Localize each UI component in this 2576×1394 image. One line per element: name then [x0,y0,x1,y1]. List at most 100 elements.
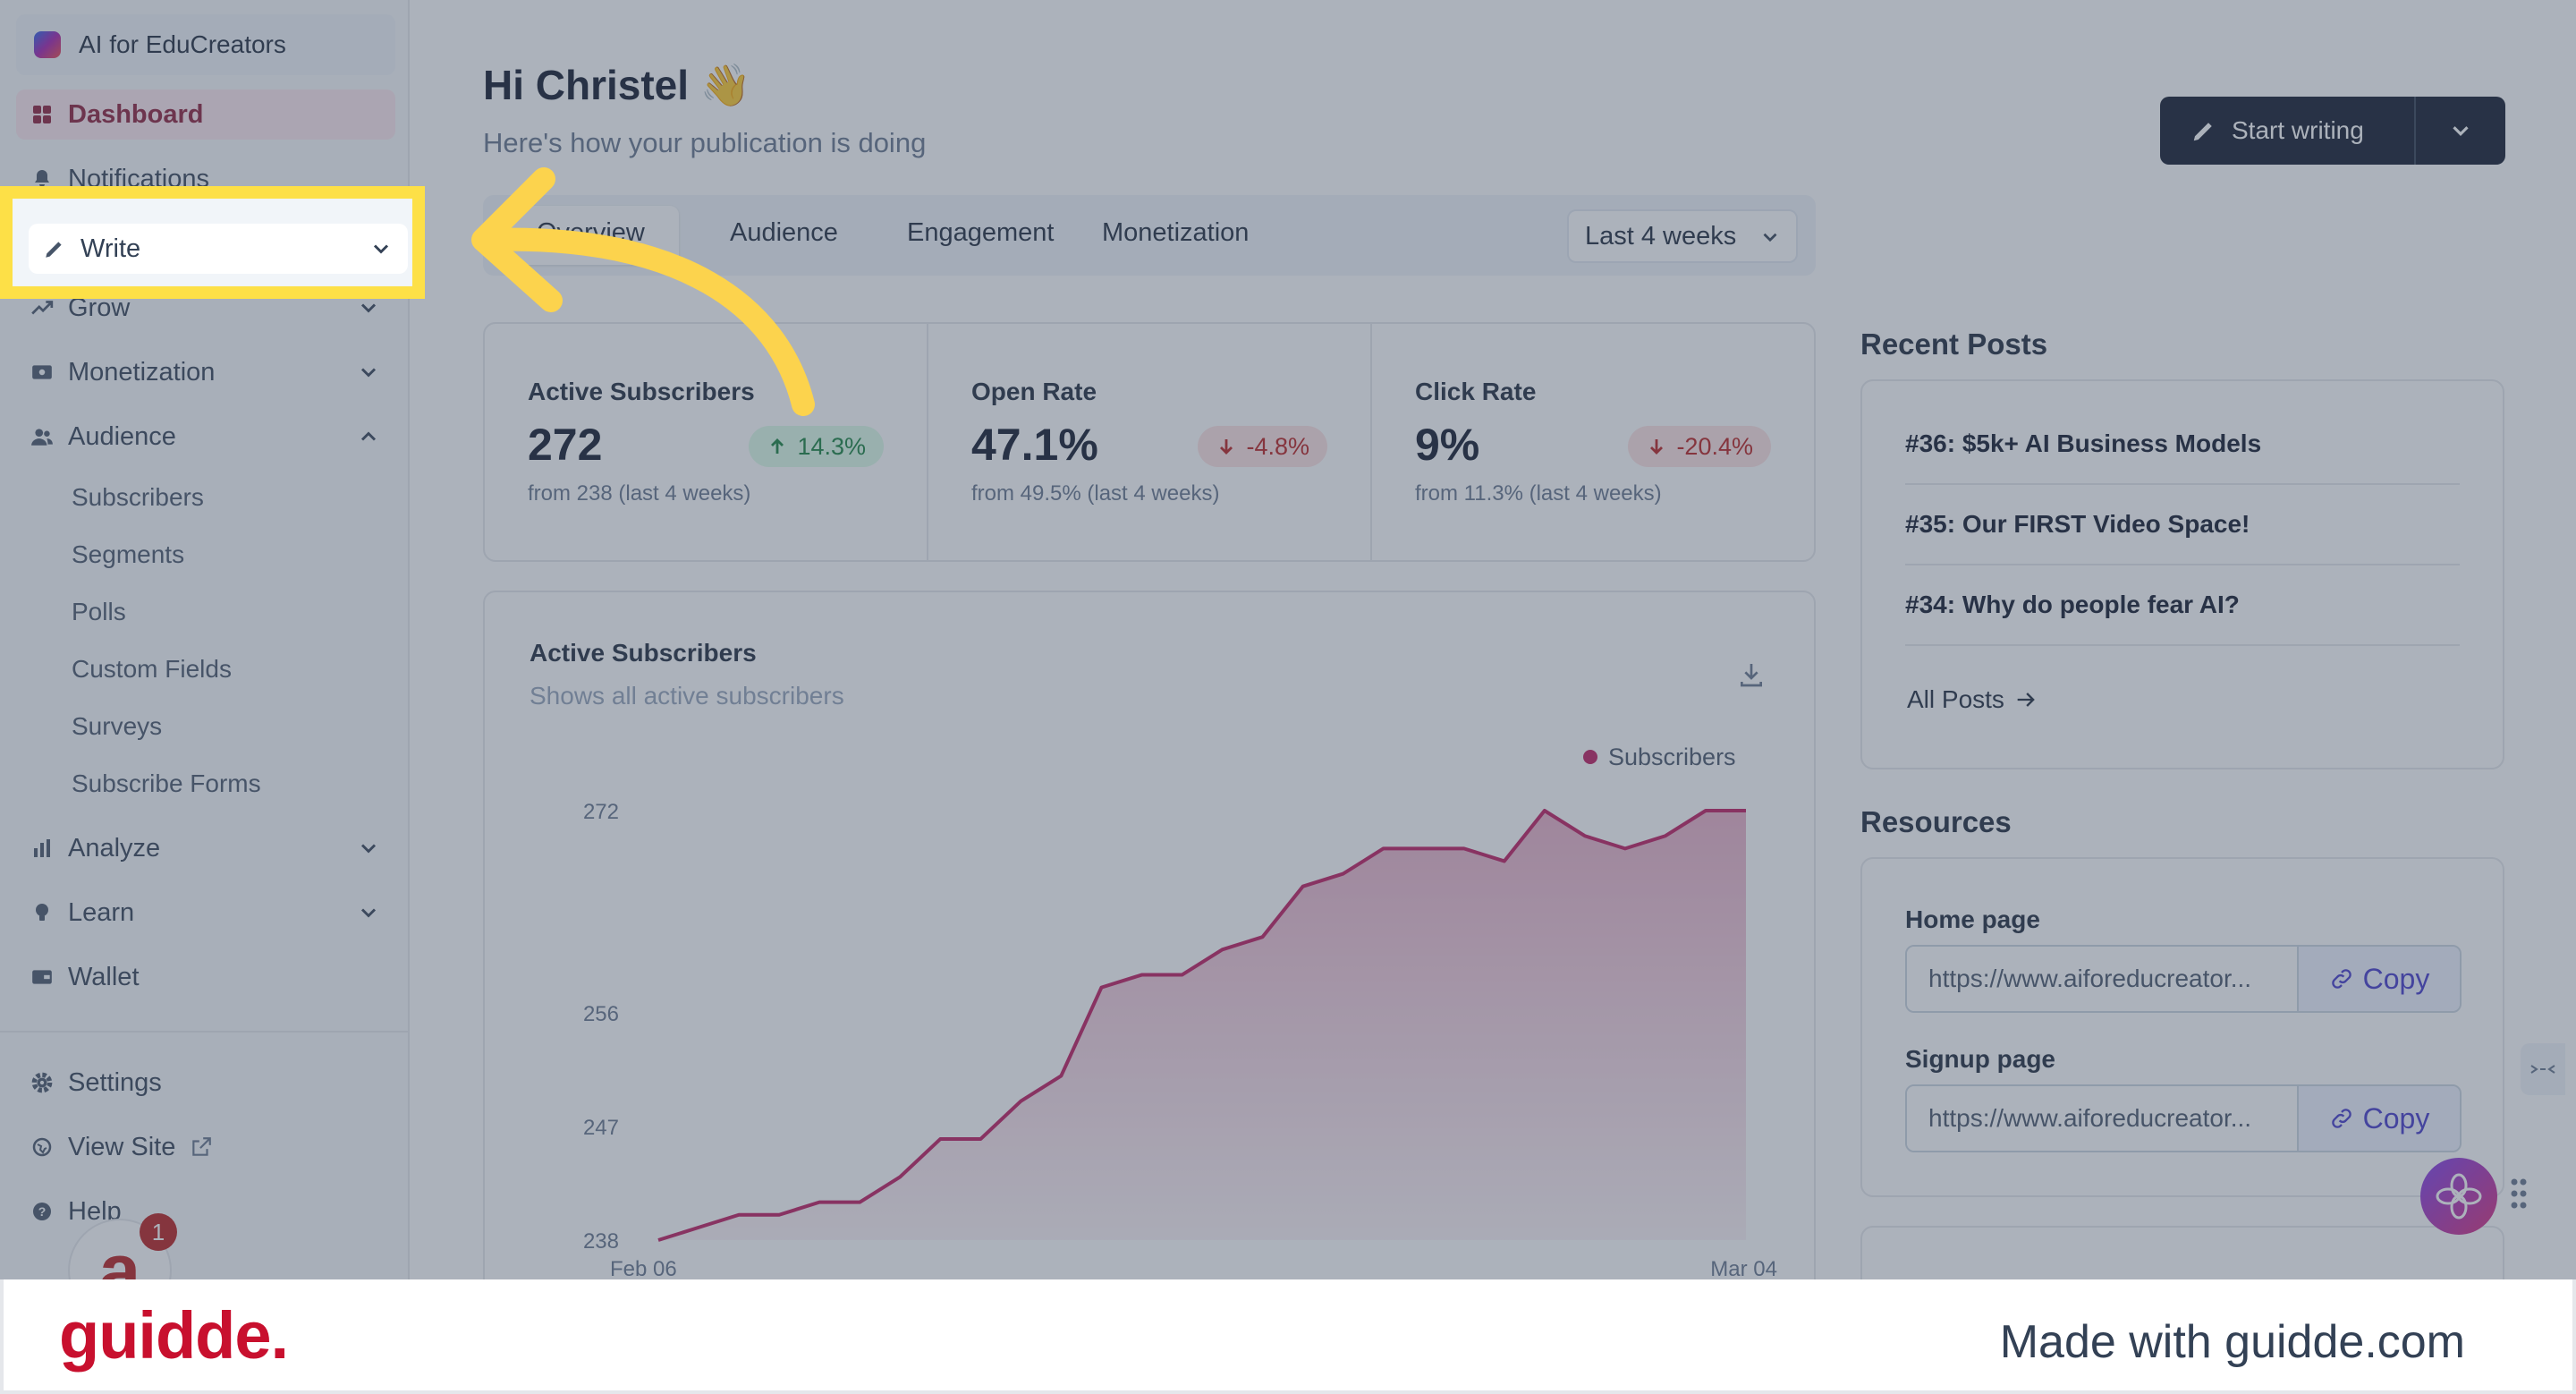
stat-label: Click Rate [1415,378,1537,405]
arrow-up-icon [771,438,784,454]
page-subtitle: Here's how your publication is doing [483,127,927,158]
copy-signup-url-button[interactable]: Copy [2297,1086,2460,1151]
sidebar-item-label: Learn [68,897,135,927]
download-icon[interactable] [1737,660,1766,689]
divider [1905,564,2460,565]
sidebar-item-wallet[interactable]: Wallet [16,952,395,1002]
sidebar-subitem-subscribers[interactable]: Subscribers [72,483,204,511]
notification-count-badge: 1 [140,1213,177,1251]
chevron-down-icon [360,908,377,918]
arrow-down-icon [1220,439,1233,455]
home-page-url[interactable]: https://www.aiforeducreator... [1907,947,2297,1011]
post-link[interactable]: #36: $5k+ AI Business Models [1905,429,2262,457]
drag-handle-icon[interactable] [2510,1177,2528,1213]
guidde-footer: guidde. Made with guidde.com [0,1279,2576,1394]
help-icon: ? [29,1198,55,1225]
sidebar-item-label: Analyze [68,833,161,863]
divider [1905,483,2460,485]
sidebar-item-learn[interactable]: Learn [16,888,395,938]
series-line [657,809,1746,1242]
chart-title: Active Subscribers [530,639,757,667]
post-link[interactable]: #34: Why do people fear AI? [1905,591,2240,618]
tab-overview[interactable]: Overview [503,206,679,265]
all-posts-label: All Posts [1907,685,2004,713]
tab-audience[interactable]: Audience [730,218,838,247]
stat-value: 47.1% [971,420,1098,470]
active-subscribers-chart-card: Active Subscribers Shows all active subs… [483,591,1816,1306]
sidebar-item-audience[interactable]: Audience [16,412,395,462]
sidebar-item-label: Write [80,234,141,263]
recent-posts-card: #36: $5k+ AI Business Models #35: Our FI… [1860,379,2504,769]
legend-dot [1583,750,1597,764]
pencil-icon [2193,123,2212,141]
all-posts-link[interactable]: All Posts [1907,685,2038,714]
start-writing-button[interactable]: Start writing [2160,97,2416,165]
trend-icon [29,294,55,321]
sidebar-item-label: Audience [68,421,176,451]
divider [1905,644,2460,646]
chevron-down-icon [360,844,377,854]
stat-value: 272 [528,420,603,470]
sidebar-subitem-custom-fields[interactable]: Custom Fields [72,655,232,683]
arrow-down-icon [1650,439,1664,455]
sidebar-item-view-site[interactable]: View Site [16,1122,395,1172]
tab-monetization[interactable]: Monetization [1102,218,1250,247]
chevron-down-icon [2453,126,2469,136]
x-tick-label: Mar 04 [1710,1257,1777,1281]
y-tick-label: 238 [583,1229,619,1254]
chevron-down-icon [1763,233,1777,242]
sidebar-item-label: View Site [68,1132,176,1161]
publication-switcher[interactable]: AI for EduCreators [16,14,395,75]
sidebar-subitem-segments[interactable]: Segments [72,540,185,568]
signup-page-url[interactable]: https://www.aiforeducreator... [1907,1086,2297,1151]
post-link[interactable]: #35: Our FIRST Video Space! [1905,510,2250,538]
sidebar-divider [0,1031,410,1033]
sidebar-subitem-surveys[interactable]: Surveys [72,712,163,740]
y-tick-label: 247 [583,1116,619,1140]
y-tick-label: 272 [583,800,619,824]
x-tick-label: Feb 06 [610,1257,677,1281]
stat-change-value: -20.4% [1676,432,1753,460]
globe-icon [29,1134,55,1160]
stat-label: Open Rate [971,378,1097,405]
assistant-bubble[interactable] [2420,1158,2497,1235]
chevron-down-icon [373,244,389,254]
sidebar-item-monetization[interactable]: Monetization [16,347,395,397]
start-writing-split-button: Start writing [2160,97,2505,165]
copy-home-url-button[interactable]: Copy [2297,947,2460,1011]
home-page-label: Home page [1905,905,2040,933]
legend-label: Subscribers [1608,744,1736,770]
chevron-up-icon [360,431,377,441]
collapse-icon [2530,1065,2555,1074]
stat-change-badge: -4.8% [1198,426,1327,467]
chevron-down-icon [360,368,377,378]
start-writing-label: Start writing [2232,116,2364,144]
link-icon [2331,1109,2351,1128]
users-icon [29,423,55,450]
wallet-icon [29,964,55,990]
sidebar-item-analyze[interactable]: Analyze [16,823,395,873]
series-area [658,811,1746,1240]
stat-from: from 238 (last 4 weeks) [528,481,751,506]
side-panel-toggle[interactable] [2521,1043,2565,1095]
date-range-select[interactable]: Last 4 weeks [1567,209,1798,263]
sidebar-item-dashboard[interactable]: Dashboard [16,89,395,140]
sidebar-item-write[interactable]: Write [29,224,408,274]
stat-label: Active Subscribers [528,378,755,405]
sidebar-subitem-polls[interactable]: Polls [72,598,126,625]
sidebar-item-label: Wallet [68,962,140,991]
tab-engagement[interactable]: Engagement [907,218,1055,247]
start-writing-menu-button[interactable] [2416,97,2505,165]
stat-value: 9% [1415,420,1480,470]
stats-card: Active Subscribers 272 from 238 (last 4 … [483,322,1816,562]
flower-logo-icon [2436,1173,2482,1220]
guidde-logo: guidde. [59,1298,289,1373]
bell-icon [29,166,55,192]
resources-title: Resources [1860,805,2012,838]
sidebar-item-settings[interactable]: Settings [16,1058,395,1108]
bulb-icon [29,899,55,926]
sidebar-subitem-subscribe-forms[interactable]: Subscribe Forms [72,769,261,797]
money-icon [29,359,55,386]
link-icon [2331,969,2351,989]
stat-change-value: 14.3% [797,432,866,460]
